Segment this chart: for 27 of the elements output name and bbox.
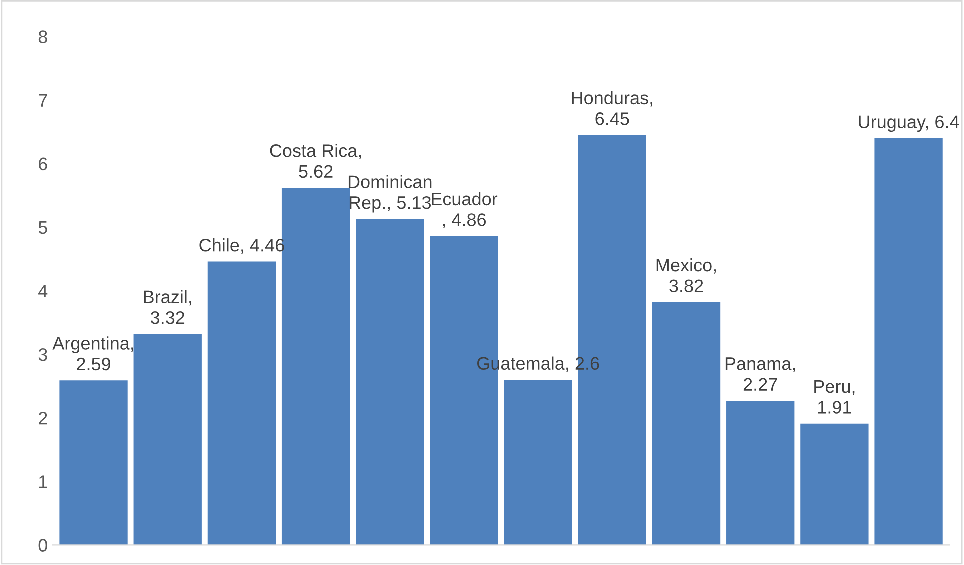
- bar: [874, 138, 943, 546]
- data-label: Panama, 2.27: [726, 358, 796, 391]
- data-label: Dominican Rep., 5.13: [348, 175, 432, 213]
- bar: [208, 262, 276, 546]
- data-label: Uruguay, 6.4: [859, 116, 960, 132]
- bar: [60, 380, 128, 546]
- y-tick-label: 3: [38, 348, 48, 362]
- data-label: Peru, 1.91: [814, 380, 855, 414]
- bar: [504, 380, 572, 546]
- bar: [134, 334, 202, 546]
- bar: [652, 302, 721, 546]
- data-label: Mexico, 3.82: [656, 258, 716, 292]
- y-tick-label: 7: [39, 94, 48, 107]
- data-label: Ecuador , 4.86: [432, 192, 498, 229]
- data-label: Honduras, 6.45: [572, 91, 652, 126]
- y-tick-label: 4: [38, 285, 48, 298]
- data-label: Argentina, 2.59: [52, 336, 134, 371]
- y-tick-label: 6: [39, 158, 48, 171]
- data-label: Brazil, 3.32: [144, 290, 192, 324]
- bar: [726, 400, 795, 546]
- bar: [356, 219, 424, 546]
- y-tick-label: 0: [38, 539, 48, 552]
- y-tick-label: 1: [39, 476, 48, 488]
- bar: [800, 424, 869, 546]
- y-tick-label: 8: [38, 30, 48, 44]
- y-tick-label: 5: [38, 222, 48, 234]
- y-tick-label: 2: [39, 412, 48, 425]
